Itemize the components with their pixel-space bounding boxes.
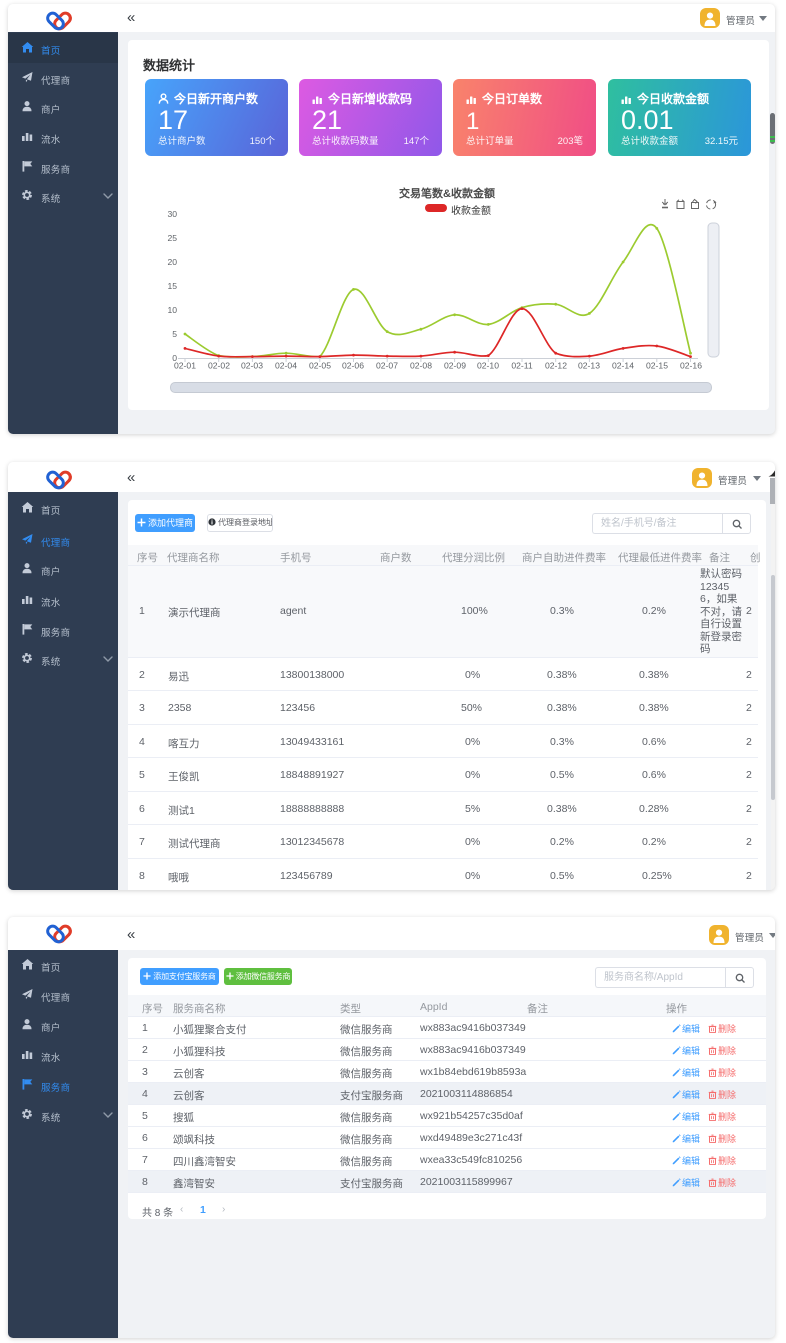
svg-text:02-12: 02-12 (545, 361, 567, 371)
svg-text:02-10: 02-10 (477, 361, 499, 371)
svg-text:02-14: 02-14 (612, 361, 634, 371)
svg-text:02-04: 02-04 (275, 361, 297, 371)
svg-text:02-05: 02-05 (309, 361, 331, 371)
svg-text:02-03: 02-03 (241, 361, 263, 371)
svg-text:02-08: 02-08 (410, 361, 432, 371)
svg-text:02-15: 02-15 (646, 361, 668, 371)
svg-text:02-06: 02-06 (342, 361, 364, 371)
svg-text:02-02: 02-02 (208, 361, 230, 371)
svg-text:20: 20 (167, 257, 177, 267)
svg-text:02-07: 02-07 (376, 361, 398, 371)
svg-text:02-01: 02-01 (174, 361, 196, 371)
svg-text:0: 0 (172, 353, 177, 363)
svg-text:5: 5 (172, 329, 177, 339)
svg-text:02-13: 02-13 (578, 361, 600, 371)
svg-text:30: 30 (167, 209, 177, 219)
svg-text:15: 15 (167, 281, 177, 291)
svg-text:02-09: 02-09 (444, 361, 466, 371)
svg-text:02-16: 02-16 (680, 361, 702, 371)
svg-text:10: 10 (167, 305, 177, 315)
svg-text:02-11: 02-11 (511, 361, 533, 371)
svg-text:25: 25 (167, 233, 177, 243)
